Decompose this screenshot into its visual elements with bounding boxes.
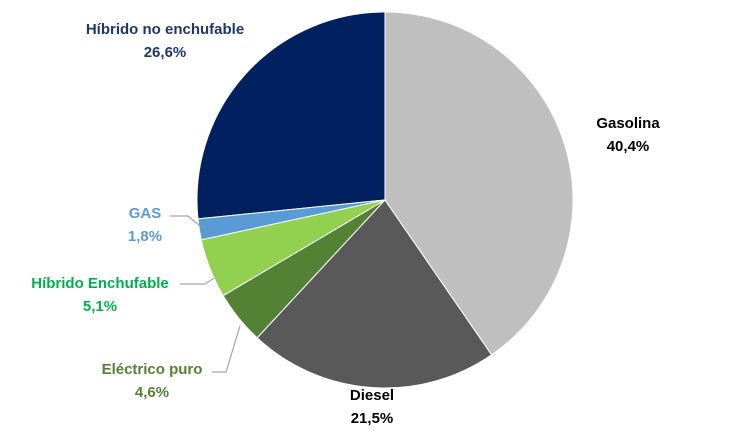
- slice-label: Diesel: [350, 387, 394, 404]
- leader-line: [180, 277, 215, 285]
- slice-label: Gasolina: [596, 115, 660, 132]
- slice-label: Eléctrico puro: [102, 361, 203, 378]
- slice-label: Híbrido no enchufable: [86, 21, 244, 38]
- pie-slice: [384, 11, 574, 356]
- value-label: 1,8%: [128, 228, 162, 245]
- value-label: 4,6%: [135, 384, 169, 401]
- slice-label: GAS: [129, 205, 162, 222]
- value-label: 5,1%: [83, 298, 117, 315]
- value-label: 26,6%: [144, 44, 187, 61]
- pie-slice: [196, 11, 386, 220]
- pie-slice: [256, 199, 493, 389]
- value-label: 40,4%: [607, 138, 650, 155]
- value-label: 21,5%: [351, 410, 394, 427]
- slice-label: Híbrido Enchufable: [31, 275, 169, 292]
- leader-line: [212, 325, 241, 373]
- leader-line: [170, 215, 201, 227]
